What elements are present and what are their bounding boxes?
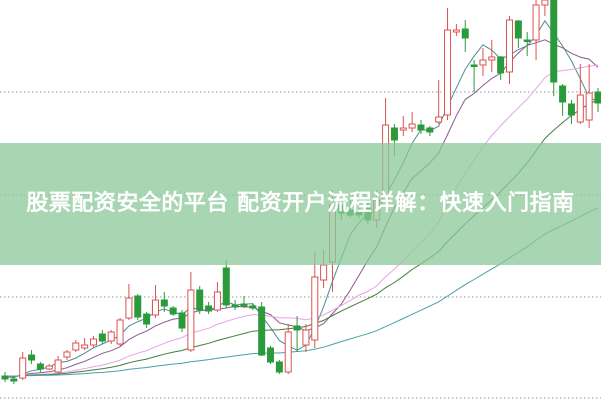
candle-down [390, 127, 398, 141]
candle-up [541, 0, 549, 6]
title-banner: 股票配资安全的平台 配资开户流程详解：快速入门指南 [0, 143, 601, 265]
candle-down [143, 313, 151, 325]
candle-up [116, 319, 124, 345]
candle-down [249, 305, 257, 309]
ma10-line [4, 39, 599, 378]
candle-up [54, 359, 62, 373]
candle-up [435, 116, 443, 123]
candle-down [134, 295, 142, 318]
candle-down [258, 306, 266, 356]
candle-up [532, 4, 540, 41]
candle-down [169, 307, 177, 315]
candle-up [505, 19, 513, 73]
candle-down [594, 91, 601, 104]
candle-up [81, 344, 89, 349]
candle-up [479, 59, 487, 66]
candle-down [275, 361, 283, 373]
candle-down [417, 124, 425, 131]
article-title: 股票配资安全的平台 配资开户流程详解：快速入门指南 [26, 191, 575, 216]
candle-up [151, 299, 159, 316]
candle-up [311, 276, 319, 341]
candle-up [45, 365, 53, 370]
candle-up [444, 29, 452, 116]
candle-up [399, 127, 407, 131]
candle-up [284, 331, 292, 373]
candle-down [523, 39, 531, 42]
candle-up [107, 331, 115, 342]
candle-down [222, 267, 230, 306]
candle-down [178, 312, 186, 329]
candle-down [231, 304, 239, 308]
candle-up [488, 56, 496, 61]
candle-down [497, 56, 505, 74]
candle-down [559, 85, 567, 103]
candle-down [1, 375, 9, 380]
candle-down [267, 347, 275, 363]
candle-up [408, 123, 416, 129]
candle-down [98, 333, 106, 342]
candle-up [63, 351, 71, 358]
candle-down [196, 289, 204, 311]
candle-down [28, 354, 36, 361]
candle-up [320, 264, 328, 281]
candle-down [470, 64, 478, 67]
candle-up [452, 29, 460, 33]
candle-down [36, 363, 44, 370]
candle-down [550, 0, 558, 83]
candle-up [576, 94, 584, 123]
candle-down [205, 305, 213, 312]
candle-down [514, 20, 522, 39]
candle-up [302, 329, 310, 346]
candle-up [90, 338, 98, 346]
candle-up [187, 289, 195, 351]
candle-down [240, 303, 248, 307]
candle-down [160, 299, 168, 307]
ma20-line [4, 64, 599, 377]
candle-up [72, 342, 80, 351]
candle-up [585, 92, 593, 121]
candle-up [125, 297, 133, 319]
candle-down [293, 325, 301, 331]
candle-down [10, 378, 18, 382]
candle-down [567, 103, 575, 116]
candle-up [213, 291, 221, 311]
candle-down [461, 28, 469, 39]
candle-down [426, 127, 434, 133]
candle-up [19, 357, 27, 379]
